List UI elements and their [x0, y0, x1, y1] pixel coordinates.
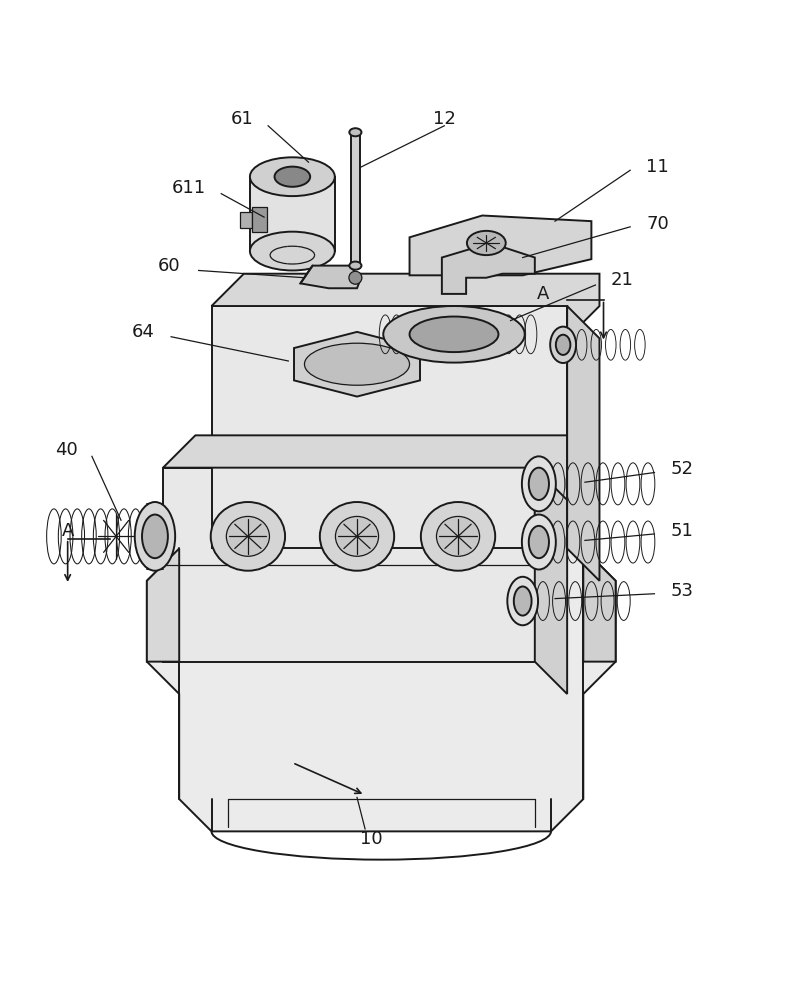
- Polygon shape: [583, 548, 616, 662]
- Polygon shape: [534, 468, 567, 694]
- Ellipse shape: [350, 128, 362, 136]
- Polygon shape: [567, 306, 599, 581]
- Ellipse shape: [529, 526, 549, 558]
- Ellipse shape: [529, 468, 549, 500]
- Text: 52: 52: [671, 460, 693, 478]
- Ellipse shape: [436, 516, 479, 556]
- Ellipse shape: [135, 502, 175, 571]
- Text: 60: 60: [158, 257, 181, 275]
- Ellipse shape: [304, 343, 410, 385]
- Ellipse shape: [250, 157, 335, 196]
- Ellipse shape: [508, 577, 538, 625]
- Polygon shape: [410, 216, 591, 275]
- Text: A: A: [62, 522, 74, 540]
- Bar: [240, 212, 252, 228]
- Text: 51: 51: [671, 522, 693, 540]
- Ellipse shape: [250, 232, 335, 270]
- Ellipse shape: [550, 327, 576, 363]
- Ellipse shape: [384, 306, 525, 363]
- Polygon shape: [163, 468, 534, 662]
- Ellipse shape: [522, 515, 556, 570]
- Ellipse shape: [211, 502, 285, 571]
- Polygon shape: [147, 548, 179, 662]
- Polygon shape: [294, 332, 420, 397]
- Ellipse shape: [275, 167, 310, 187]
- Text: 70: 70: [646, 215, 669, 233]
- Text: 611: 611: [172, 179, 206, 197]
- Ellipse shape: [410, 317, 499, 352]
- Ellipse shape: [336, 516, 379, 556]
- Ellipse shape: [142, 515, 168, 558]
- Polygon shape: [163, 435, 567, 532]
- Ellipse shape: [350, 262, 362, 270]
- Ellipse shape: [514, 586, 531, 616]
- Text: 12: 12: [433, 110, 456, 128]
- Ellipse shape: [556, 335, 570, 355]
- Text: 10: 10: [360, 830, 383, 848]
- Ellipse shape: [522, 456, 556, 511]
- Bar: [250, 177, 335, 251]
- Polygon shape: [147, 548, 616, 831]
- Text: 64: 64: [131, 323, 154, 341]
- Polygon shape: [212, 274, 599, 338]
- Text: 61: 61: [231, 110, 254, 128]
- Polygon shape: [300, 266, 361, 288]
- Polygon shape: [442, 243, 534, 294]
- Text: 11: 11: [646, 158, 669, 176]
- Ellipse shape: [467, 231, 506, 255]
- Text: 40: 40: [54, 441, 77, 459]
- Bar: [252, 207, 267, 232]
- Text: 53: 53: [671, 582, 693, 600]
- Ellipse shape: [226, 516, 269, 556]
- Bar: [350, 132, 360, 266]
- Ellipse shape: [320, 502, 394, 571]
- Text: A: A: [537, 285, 549, 303]
- Ellipse shape: [421, 502, 496, 571]
- Text: 21: 21: [611, 271, 633, 289]
- Polygon shape: [212, 306, 567, 548]
- Ellipse shape: [349, 271, 362, 284]
